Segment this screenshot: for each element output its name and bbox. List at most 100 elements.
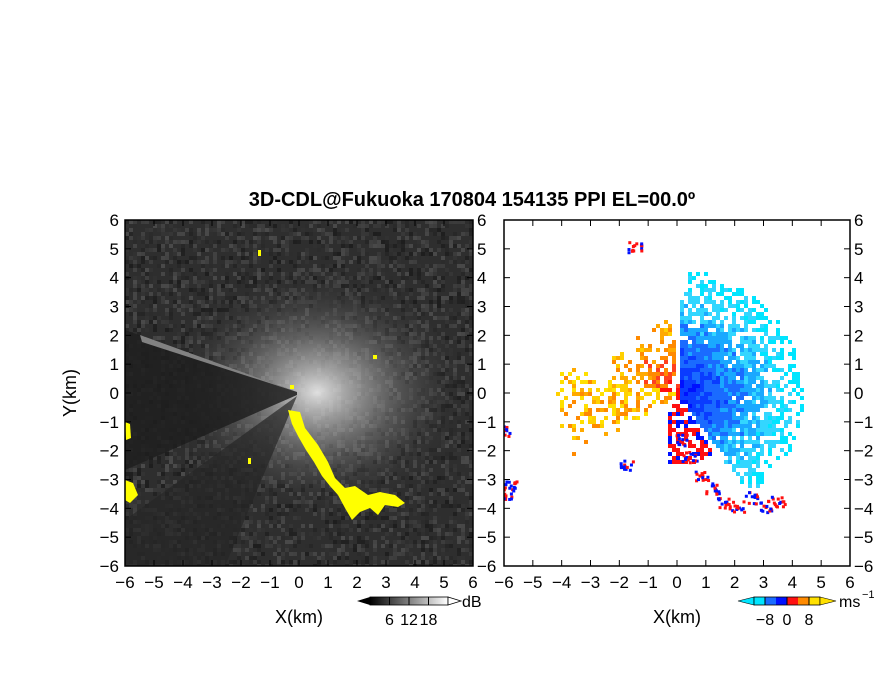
noise-cell — [253, 508, 257, 512]
noise-cell — [149, 292, 153, 296]
velocity-pixel — [700, 388, 704, 392]
noise-cell — [349, 220, 353, 224]
noise-cell — [265, 248, 269, 252]
noise-cell — [297, 528, 301, 532]
velocity-pixel — [764, 368, 768, 372]
noise-cell — [265, 512, 269, 516]
noise-cell — [377, 268, 381, 272]
noise-cell — [433, 280, 437, 284]
noise-cell — [169, 292, 173, 296]
reflectivity-ticks: −6 −5 −4 −3 −2 −1 0 1 2 3 4 5 6−6 −6−5 −5−4 −4−3 −3−2 −2−… — [100, 211, 497, 592]
noise-cell — [149, 320, 153, 324]
noise-cell — [241, 260, 245, 264]
noise-cell — [249, 560, 253, 564]
noise-cell — [421, 256, 425, 260]
noise-cell — [249, 556, 253, 560]
noise-cell — [129, 256, 133, 260]
noise-cell — [169, 448, 173, 452]
noise-cell — [277, 268, 281, 272]
noise-cell — [245, 524, 249, 528]
noise-cell — [205, 292, 209, 296]
noise-cell — [261, 536, 265, 540]
x-tick-label: −5 — [144, 573, 163, 592]
noise-cell — [289, 528, 293, 532]
noise-cell — [209, 284, 213, 288]
noise-cell — [201, 232, 205, 236]
velocity-pixel — [656, 324, 660, 328]
noise-cell — [321, 244, 325, 248]
noise-cell — [173, 340, 177, 344]
velocity-pixel — [660, 356, 664, 360]
noise-cell — [365, 544, 369, 548]
noise-cell — [149, 284, 153, 288]
noise-cell — [169, 272, 173, 276]
noise-cell — [245, 272, 249, 276]
reflectivity-x-axis-label: X(km) — [275, 607, 323, 627]
velocity-pixel — [772, 368, 776, 372]
noise-cell — [429, 524, 433, 528]
noise-cell — [441, 280, 445, 284]
noise-cell — [385, 508, 389, 512]
noise-cell — [357, 552, 361, 556]
noise-cell — [441, 464, 445, 468]
noise-cell — [425, 232, 429, 236]
noise-cell — [153, 248, 157, 252]
noise-cell — [457, 284, 461, 288]
noise-cell — [197, 284, 201, 288]
noise-cell — [145, 500, 149, 504]
noise-cell — [345, 240, 349, 244]
noise-cell — [257, 560, 261, 564]
velocity-pixel — [696, 340, 700, 344]
noise-cell — [409, 540, 413, 544]
velocity-pixel — [688, 368, 692, 372]
noise-cell — [333, 252, 337, 256]
noise-cell — [289, 532, 293, 536]
noise-cell — [461, 324, 465, 328]
velocity-pixel — [728, 304, 732, 308]
velocity-pixel — [744, 348, 748, 352]
noise-cell — [261, 244, 265, 248]
velocity-pixel — [656, 368, 660, 372]
noise-cell — [309, 268, 313, 272]
velocity-pixel — [688, 352, 692, 356]
velocity-pixel — [600, 400, 604, 404]
velocity-pixel — [740, 384, 744, 388]
velocity-pixel — [732, 384, 736, 388]
velocity-pixel — [680, 384, 684, 388]
noise-cell — [137, 312, 141, 316]
velocity-pixel — [688, 396, 692, 400]
velocity-pixel — [680, 304, 684, 308]
velocity-pixel — [580, 396, 584, 400]
noise-cell — [405, 560, 409, 564]
velocity-pixel — [728, 396, 732, 400]
noise-cell — [285, 272, 289, 276]
velocity-pixel — [680, 388, 684, 392]
noise-cell — [341, 536, 345, 540]
noise-cell — [445, 500, 449, 504]
noise-cell — [469, 460, 473, 464]
velocity-pixel — [720, 348, 724, 352]
noise-cell — [129, 472, 133, 476]
noise-cell — [329, 236, 333, 240]
noise-cell — [453, 560, 457, 564]
noise-cell — [205, 232, 209, 236]
noise-cell — [237, 544, 241, 548]
noise-cell — [269, 560, 273, 564]
noise-cell — [437, 292, 441, 296]
velocity-pixel — [656, 376, 660, 380]
noise-cell — [285, 236, 289, 240]
velocity-pixel — [636, 380, 640, 384]
noise-cell — [409, 232, 413, 236]
velocity-pixel — [768, 360, 772, 364]
noise-cell — [333, 548, 337, 552]
noise-cell — [241, 268, 245, 272]
noise-cell — [173, 280, 177, 284]
noise-cell — [317, 248, 321, 252]
noise-cell — [433, 272, 437, 276]
velocity-pixel — [788, 352, 792, 356]
velocity-pixel — [748, 392, 752, 396]
noise-cell — [329, 268, 333, 272]
noise-cell — [161, 296, 165, 300]
velocity-pixel — [712, 300, 716, 304]
noise-cell — [261, 240, 265, 244]
